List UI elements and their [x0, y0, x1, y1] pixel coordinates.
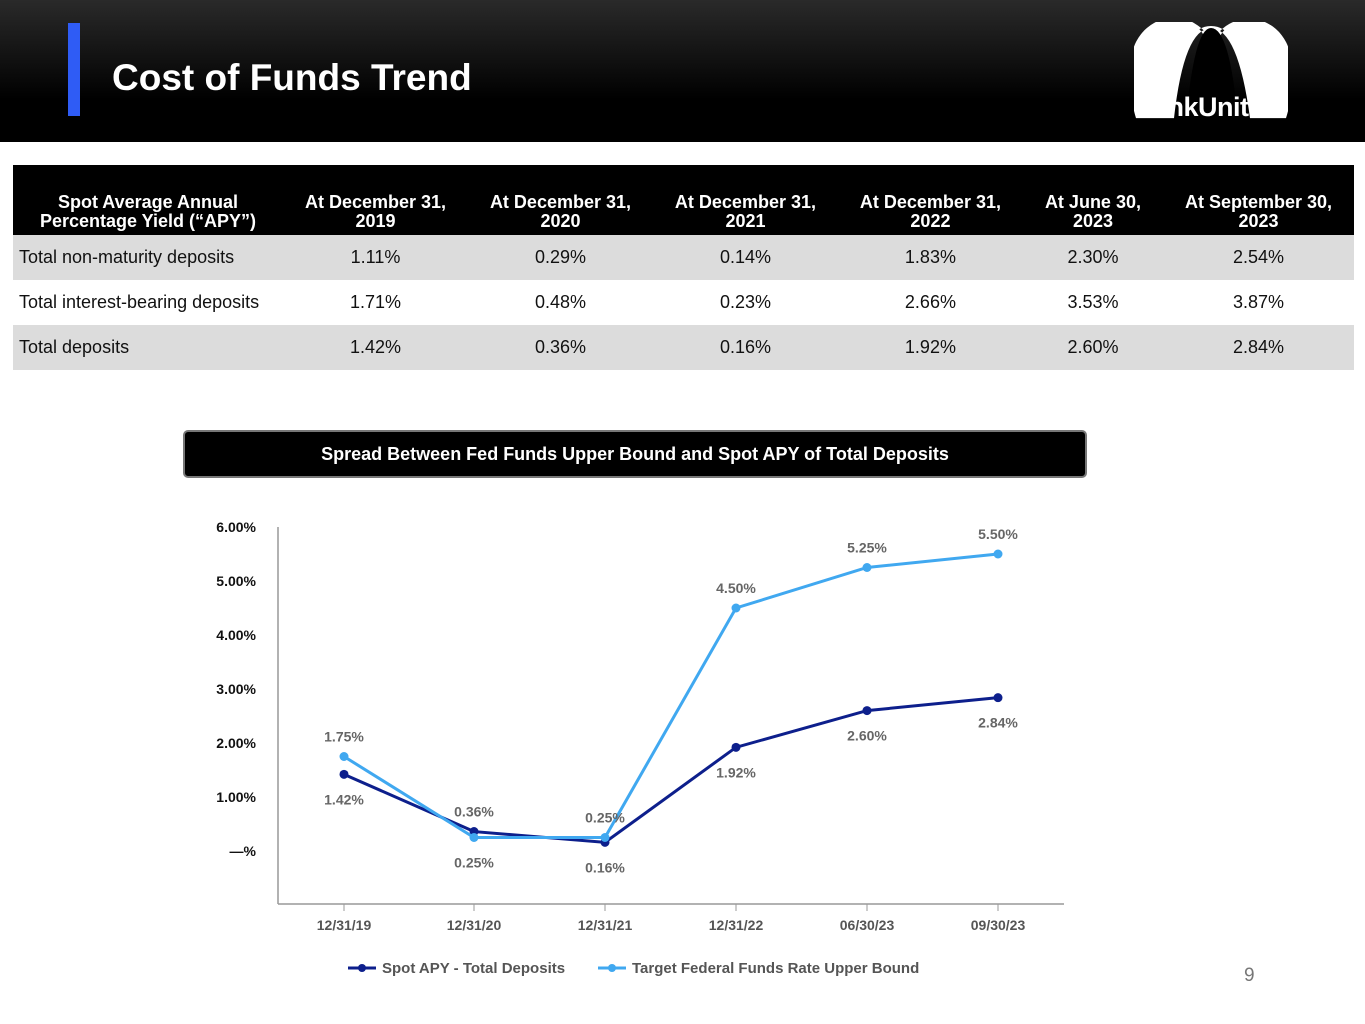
y-tick-label: 2.00% — [216, 735, 256, 751]
apy-table: Spot Average Annual Percentage Yield (“A… — [13, 165, 1354, 370]
data-label: 5.25% — [847, 540, 887, 556]
data-label: 1.42% — [324, 791, 364, 807]
x-tick-label: 12/31/20 — [447, 917, 502, 933]
data-label: 1.92% — [716, 764, 756, 780]
accent-bar — [68, 23, 80, 116]
data-label: 0.25% — [454, 855, 494, 871]
table-cell: 1.11% — [283, 235, 468, 280]
table-row: Total non-maturity deposits 1.11% 0.29% 0.1… — [13, 235, 1354, 280]
y-tick-label: 5.00% — [216, 573, 256, 589]
column-header: At December 31, 2022 — [837, 165, 1023, 235]
data-point — [339, 752, 349, 761]
legend-label: Spot APY - Total Deposits — [382, 960, 565, 977]
logo-text: BankUnited — [1134, 92, 1280, 122]
legend-marker — [358, 964, 366, 972]
data-label: 4.50% — [716, 580, 756, 596]
data-label: 5.50% — [978, 526, 1018, 542]
bankunited-logo-icon — [1134, 22, 1288, 122]
table-cell: 0.36% — [467, 325, 653, 370]
data-point — [862, 706, 872, 716]
page-number: 9 — [1244, 965, 1255, 986]
data-label: 0.25% — [585, 810, 625, 826]
table-cell: Total interest-bearing deposits — [19, 292, 260, 312]
data-point — [469, 833, 479, 842]
x-tick-label: 12/31/21 — [578, 917, 633, 933]
x-tick-label: 09/30/23 — [971, 917, 1026, 933]
table-cell: 1.83% — [837, 235, 1023, 280]
column-header: At December 31, 2021 — [652, 165, 838, 235]
table-cell: 0.16% — [652, 325, 838, 370]
data-label: 2.60% — [847, 728, 887, 744]
legend-marker — [608, 964, 616, 972]
data-point — [731, 603, 741, 613]
y-tick-label: 1.00% — [216, 789, 256, 805]
table-row: Total interest-bearing deposits 1.71% 0.48… — [13, 280, 1354, 325]
y-tick-label: 4.00% — [216, 627, 256, 643]
table-cell: 2.66% — [904, 292, 956, 312]
data-point — [862, 563, 872, 572]
table-cell: 0.23% — [719, 292, 771, 312]
table-cell: 0.48% — [534, 292, 586, 312]
x-tick-label: 12/31/19 — [317, 917, 372, 933]
data-point — [731, 742, 741, 752]
column-header: At September 30, 2023 — [1162, 165, 1354, 235]
table-cell: 2.54% — [1162, 235, 1354, 280]
series-line — [343, 696, 999, 844]
table-cell: 1.71% — [349, 292, 402, 312]
column-header: At June 30, 2023 — [1022, 165, 1163, 235]
table-cell: 2.60% — [1022, 325, 1163, 370]
series-line — [343, 552, 999, 839]
table-cell: 2.30% — [1022, 235, 1163, 280]
data-label: 0.16% — [585, 859, 625, 875]
column-header: At December 31, 2020 — [467, 165, 653, 235]
table-cell: 1.42% — [283, 325, 468, 370]
data-point — [600, 833, 610, 842]
data-point — [339, 769, 349, 779]
table-cell: Total non-maturity deposits — [13, 235, 283, 280]
column-header: At December 31, 2019 — [283, 165, 468, 235]
x-tick-label: 06/30/23 — [840, 917, 895, 933]
table-row: Total deposits 1.42% 0.36% 0.16% 1.92% 2.60% 2… — [13, 325, 1354, 370]
y-tick-label: —% — [230, 843, 257, 859]
table-cell: 2.84% — [1162, 325, 1354, 370]
chart-title: Spread Between Fed Funds Upper Bound and… — [183, 430, 1087, 478]
data-label: 0.36% — [454, 804, 494, 820]
y-tick-label: 6.00% — [216, 519, 256, 535]
data-point — [993, 693, 1003, 703]
data-label: 1.75% — [324, 729, 364, 745]
table-cell: 3.53% — [1067, 292, 1119, 312]
y-tick-label: 3.00% — [216, 681, 256, 697]
column-header: Spot Average Annual Percentage Yield (“A… — [13, 165, 283, 235]
table-cell: Total deposits — [13, 325, 283, 370]
table-cell: 0.29% — [467, 235, 653, 280]
header: Cost of Funds Trend BankUnited — [0, 0, 1365, 142]
legend-label: Target Federal Funds Rate Upper Bound — [632, 960, 919, 977]
table-cell: 3.87% — [1232, 292, 1285, 312]
x-tick-label: 12/31/22 — [709, 917, 764, 933]
page-title: Cost of Funds Trend — [112, 57, 472, 98]
data-point — [993, 549, 1003, 559]
table-cell: 0.14% — [652, 235, 838, 280]
data-label: 2.84% — [978, 715, 1018, 731]
table-cell: 1.92% — [837, 325, 1023, 370]
